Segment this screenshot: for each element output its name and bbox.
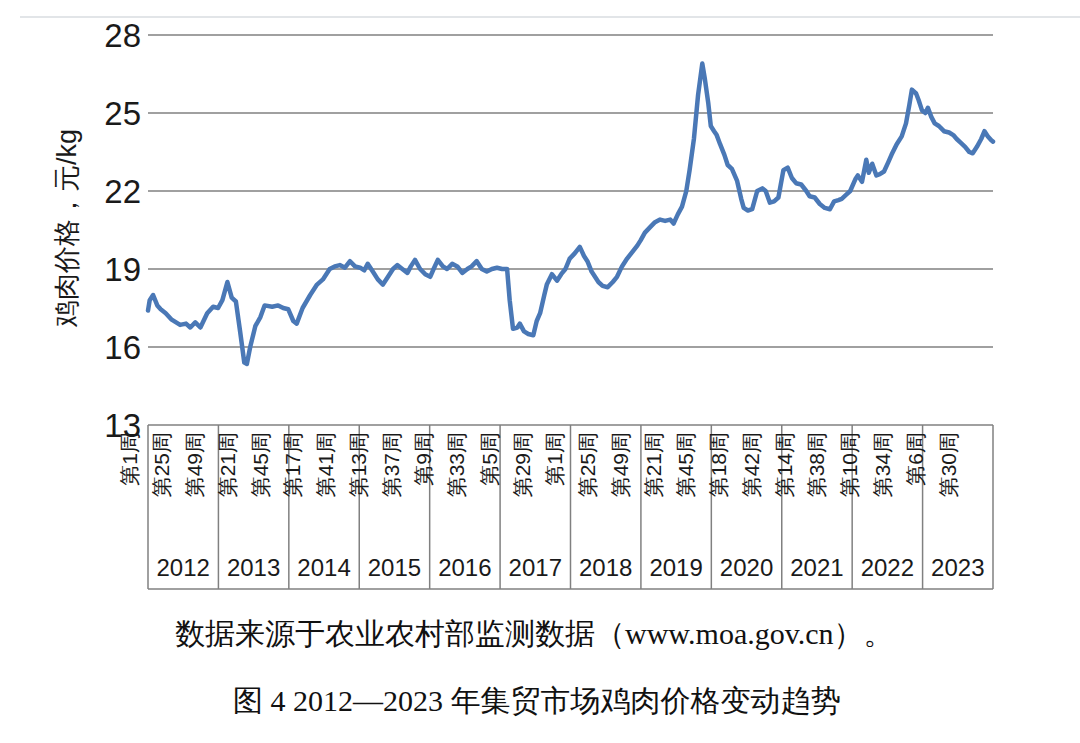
x-year-label: 2014	[297, 554, 350, 581]
x-week-tick-label: 第25周	[576, 432, 599, 497]
x-week-tick-label: 第34周	[871, 432, 894, 497]
x-week-tick-label: 第38周	[805, 432, 828, 497]
x-year-label: 2020	[720, 554, 773, 581]
x-week-tick-label: 第14周	[773, 432, 796, 497]
x-week-tick-label: 第45周	[674, 432, 697, 497]
x-week-tick-label: 第6周	[904, 432, 927, 486]
y-tick-label: 28	[104, 17, 141, 54]
x-week-tick-label: 第21周	[642, 432, 665, 497]
x-year-label: 2012	[157, 554, 210, 581]
figure-title: 图 4 2012—2023 年集贸市场鸡肉价格变动趋势	[233, 681, 841, 722]
y-tick-label: 16	[104, 329, 141, 366]
price-line-series	[148, 64, 993, 364]
x-week-tick-label: 第10周	[838, 432, 861, 497]
x-week-tick-label: 第30周	[937, 432, 960, 497]
x-week-tick-label: 第33周	[445, 432, 468, 497]
x-year-label: 2016	[438, 554, 491, 581]
y-axis-title: 鸡肉价格，元/kg	[52, 129, 82, 328]
x-week-tick-label: 第42周	[740, 432, 763, 497]
data-source-note: 数据来源于农业农村部监测数据（www.moa.gov.cn）。	[175, 614, 894, 655]
x-week-tick-label: 第29周	[511, 432, 534, 497]
y-tick-label: 25	[104, 95, 141, 132]
x-week-tick-label: 第1周	[118, 432, 141, 486]
x-year-label: 2023	[931, 554, 984, 581]
x-year-label: 2022	[861, 554, 914, 581]
x-week-tick-label: 第45周	[249, 432, 272, 497]
x-week-tick-label: 第49周	[183, 432, 206, 497]
y-tick-label: 19	[104, 251, 141, 288]
x-week-tick-label: 第21周	[216, 432, 239, 497]
x-week-tick-label: 第25周	[150, 432, 173, 497]
figure-page: 282522191613鸡肉价格，元/kg第1周第25周第49周第21周第45周…	[0, 0, 1080, 743]
x-week-tick-label: 第17周	[281, 432, 304, 497]
x-week-tick-label: 第18周	[707, 432, 730, 497]
x-week-tick-label: 第5周	[478, 432, 501, 486]
x-week-tick-label: 第41周	[314, 432, 337, 497]
x-week-tick-label: 第49周	[609, 432, 632, 497]
x-year-label: 2021	[790, 554, 843, 581]
y-tick-label: 22	[104, 173, 141, 210]
x-year-label: 2017	[509, 554, 562, 581]
x-week-tick-label: 第1周	[543, 432, 566, 486]
x-week-tick-label: 第9周	[412, 432, 435, 486]
x-week-tick-label: 第13周	[347, 432, 370, 497]
x-week-tick-label: 第37周	[380, 432, 403, 497]
x-year-label: 2013	[227, 554, 280, 581]
x-year-label: 2018	[579, 554, 632, 581]
x-year-label: 2015	[368, 554, 421, 581]
x-year-label: 2019	[649, 554, 702, 581]
